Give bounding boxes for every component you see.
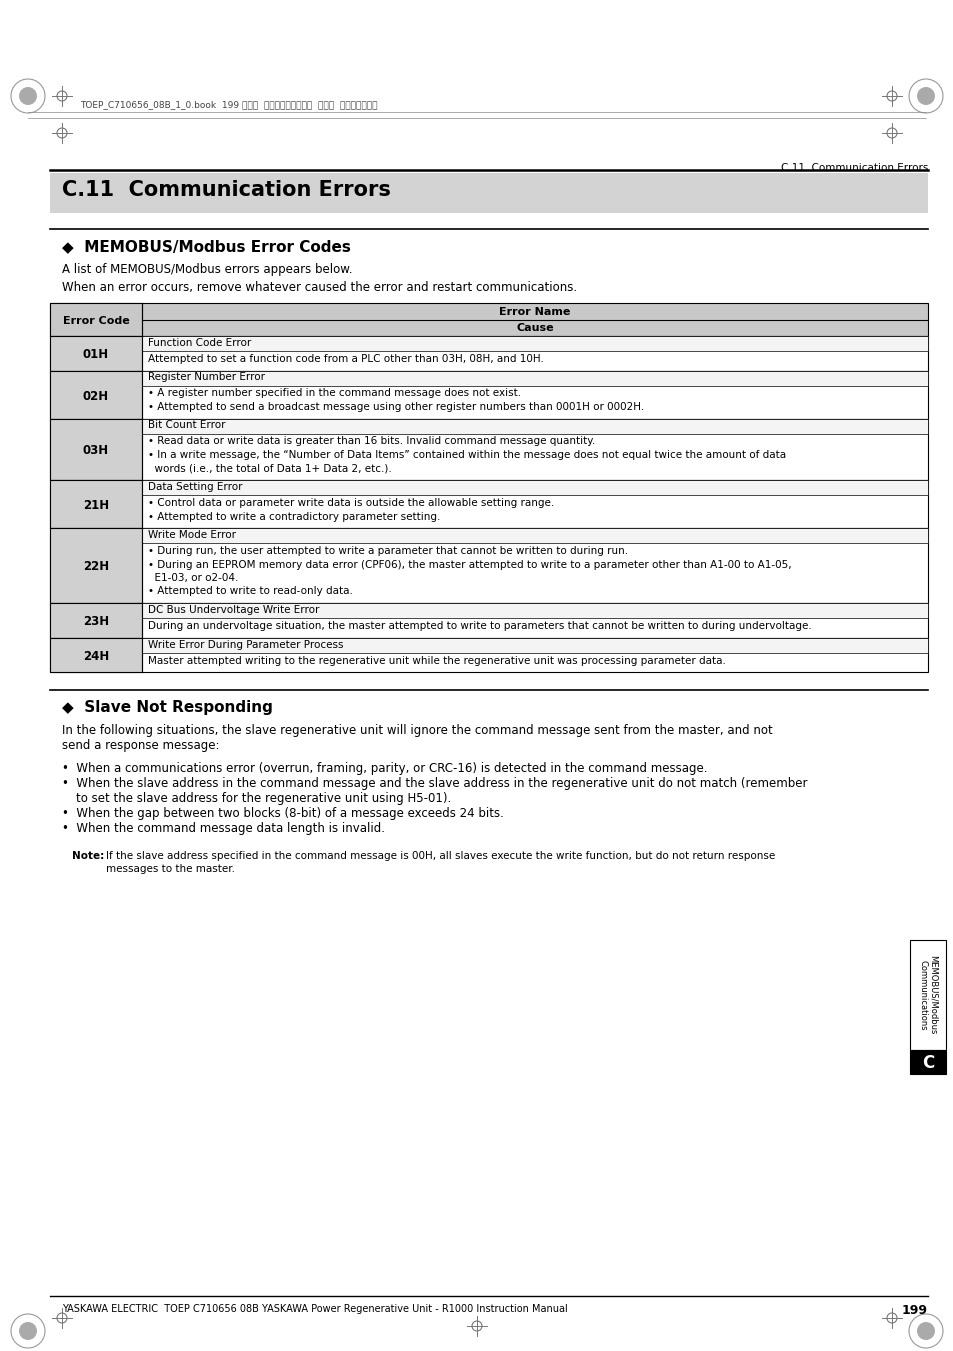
Bar <box>50 303 142 336</box>
Text: • Read data or write data is greater than 16 bits. Invalid command message quant: • Read data or write data is greater tha… <box>148 436 595 446</box>
Circle shape <box>19 86 37 105</box>
Text: E1-03, or o2-04.: E1-03, or o2-04. <box>148 573 238 584</box>
Circle shape <box>916 86 934 105</box>
Bar <box>50 336 927 370</box>
Text: • A register number specified in the command message does not exist.: • A register number specified in the com… <box>148 389 520 399</box>
Bar <box>50 370 142 419</box>
Text: Write Mode Error: Write Mode Error <box>148 530 235 540</box>
Text: •  When the slave address in the command message and the slave address in the re: • When the slave address in the command … <box>62 777 806 790</box>
Text: C: C <box>921 1054 933 1071</box>
Bar <box>142 370 927 385</box>
Text: • During an EEPROM memory data error (CPF06), the master attempted to write to a: • During an EEPROM memory data error (CP… <box>148 559 791 570</box>
Text: • In a write message, the “Number of Data Items” contained within the message do: • In a write message, the “Number of Dat… <box>148 450 785 459</box>
Text: Function Code Error: Function Code Error <box>148 338 251 349</box>
Text: A list of MEMOBUS/Modbus errors appears below.: A list of MEMOBUS/Modbus errors appears … <box>62 263 352 276</box>
Text: DC Bus Undervoltage Write Error: DC Bus Undervoltage Write Error <box>148 605 319 615</box>
Bar <box>909 940 945 1050</box>
Text: Register Number Error: Register Number Error <box>148 373 265 382</box>
Circle shape <box>916 1323 934 1340</box>
Bar <box>50 480 927 528</box>
Bar <box>50 303 927 336</box>
Text: ◆  MEMOBUS/Modbus Error Codes: ◆ MEMOBUS/Modbus Error Codes <box>62 239 351 254</box>
Bar <box>50 480 142 528</box>
Bar <box>50 370 927 419</box>
Text: 21H: 21H <box>83 499 109 512</box>
Text: 01H: 01H <box>83 349 109 361</box>
Text: Cause: Cause <box>516 323 554 332</box>
Text: YASKAWA ELECTRIC  TOEP C710656 08B YASKAWA Power Regenerative Unit - R1000 Instr: YASKAWA ELECTRIC TOEP C710656 08B YASKAW… <box>62 1304 567 1315</box>
Text: send a response message:: send a response message: <box>62 739 219 753</box>
Text: Attempted to set a function code from a PLC other than 03H, 08H, and 10H.: Attempted to set a function code from a … <box>148 354 543 363</box>
Text: Data Setting Error: Data Setting Error <box>148 482 242 492</box>
Text: •  When a communications error (overrun, framing, parity, or CRC-16) is detected: • When a communications error (overrun, … <box>62 762 707 775</box>
Text: 199: 199 <box>901 1304 927 1317</box>
Text: Error Name: Error Name <box>498 307 570 317</box>
Text: Master attempted writing to the regenerative unit while the regenerative unit wa: Master attempted writing to the regenera… <box>148 655 725 666</box>
Text: • During run, the user attempted to write a parameter that cannot be written to : • During run, the user attempted to writ… <box>148 546 627 557</box>
Text: words (i.e., the total of Data 1+ Data 2, etc.).: words (i.e., the total of Data 1+ Data 2… <box>148 463 392 473</box>
Text: • Attempted to write a contradictory parameter setting.: • Attempted to write a contradictory par… <box>148 512 440 521</box>
Text: •  When the gap between two blocks (8-bit) of a message exceeds 24 bits.: • When the gap between two blocks (8-bit… <box>62 807 503 820</box>
Text: In the following situations, the slave regenerative unit will ignore the command: In the following situations, the slave r… <box>62 724 772 738</box>
Text: C.11  Communication Errors: C.11 Communication Errors <box>62 180 391 200</box>
Bar <box>142 638 927 653</box>
Text: • Attempted to write to read-only data.: • Attempted to write to read-only data. <box>148 586 353 597</box>
Bar <box>909 1050 945 1074</box>
Text: 02H: 02H <box>83 389 109 403</box>
Bar <box>142 528 927 543</box>
Bar <box>50 603 142 638</box>
Bar <box>50 173 927 213</box>
Text: • Attempted to send a broadcast message using other register numbers than 0001H : • Attempted to send a broadcast message … <box>148 403 643 412</box>
Text: 22H: 22H <box>83 561 109 574</box>
Bar <box>50 603 927 638</box>
Text: Bit Count Error: Bit Count Error <box>148 420 225 431</box>
Text: • Control data or parameter write data is outside the allowable setting range.: • Control data or parameter write data i… <box>148 499 554 508</box>
Text: Write Error During Parameter Process: Write Error During Parameter Process <box>148 639 343 650</box>
Bar <box>50 419 142 480</box>
Text: MEMOBUS/Modbus
Communications: MEMOBUS/Modbus Communications <box>918 955 937 1035</box>
Bar <box>50 638 927 671</box>
Bar <box>142 336 927 351</box>
Bar <box>50 336 142 370</box>
Bar <box>50 419 927 480</box>
Circle shape <box>19 1323 37 1340</box>
Text: 24H: 24H <box>83 650 109 663</box>
Text: If the slave address specified in the command message is 00H, all slaves execute: If the slave address specified in the co… <box>106 851 775 861</box>
Text: Error Code: Error Code <box>63 316 130 326</box>
Text: •  When the command message data length is invalid.: • When the command message data length i… <box>62 821 385 835</box>
Bar <box>142 480 927 494</box>
Text: During an undervoltage situation, the master attempted to write to parameters th: During an undervoltage situation, the ma… <box>148 621 811 631</box>
Text: TOEP_C710656_08B_1_0.book  199 ページ  ２０１５年２月５日  木曜日  午前１０時７分: TOEP_C710656_08B_1_0.book 199 ページ ２０１５年２… <box>80 100 377 109</box>
Text: messages to the master.: messages to the master. <box>106 865 234 874</box>
Bar <box>50 638 142 671</box>
Text: When an error occurs, remove whatever caused the error and restart communication: When an error occurs, remove whatever ca… <box>62 281 577 295</box>
Text: 23H: 23H <box>83 615 109 628</box>
Text: to set the slave address for the regenerative unit using H5-01).: to set the slave address for the regener… <box>76 792 451 805</box>
Text: 03H: 03H <box>83 444 109 457</box>
Bar <box>50 528 927 603</box>
Bar <box>142 419 927 434</box>
Text: C.11  Communication Errors: C.11 Communication Errors <box>780 163 927 173</box>
Bar <box>50 528 142 603</box>
Bar <box>142 603 927 617</box>
Text: Note:: Note: <box>71 851 104 861</box>
Text: ◆  Slave Not Responding: ◆ Slave Not Responding <box>62 700 273 715</box>
